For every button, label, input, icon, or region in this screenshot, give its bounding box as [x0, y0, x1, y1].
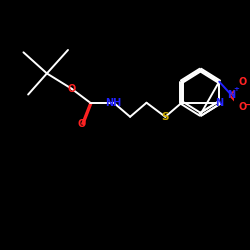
Text: O: O [238, 77, 247, 87]
Text: N: N [215, 98, 223, 108]
Text: NH: NH [106, 98, 122, 108]
Text: O: O [238, 102, 247, 113]
Text: O: O [68, 84, 76, 94]
Text: S: S [162, 112, 169, 122]
Text: +: + [233, 86, 239, 92]
Text: N: N [227, 90, 235, 100]
Text: −: − [245, 100, 250, 110]
Text: O: O [78, 119, 86, 129]
